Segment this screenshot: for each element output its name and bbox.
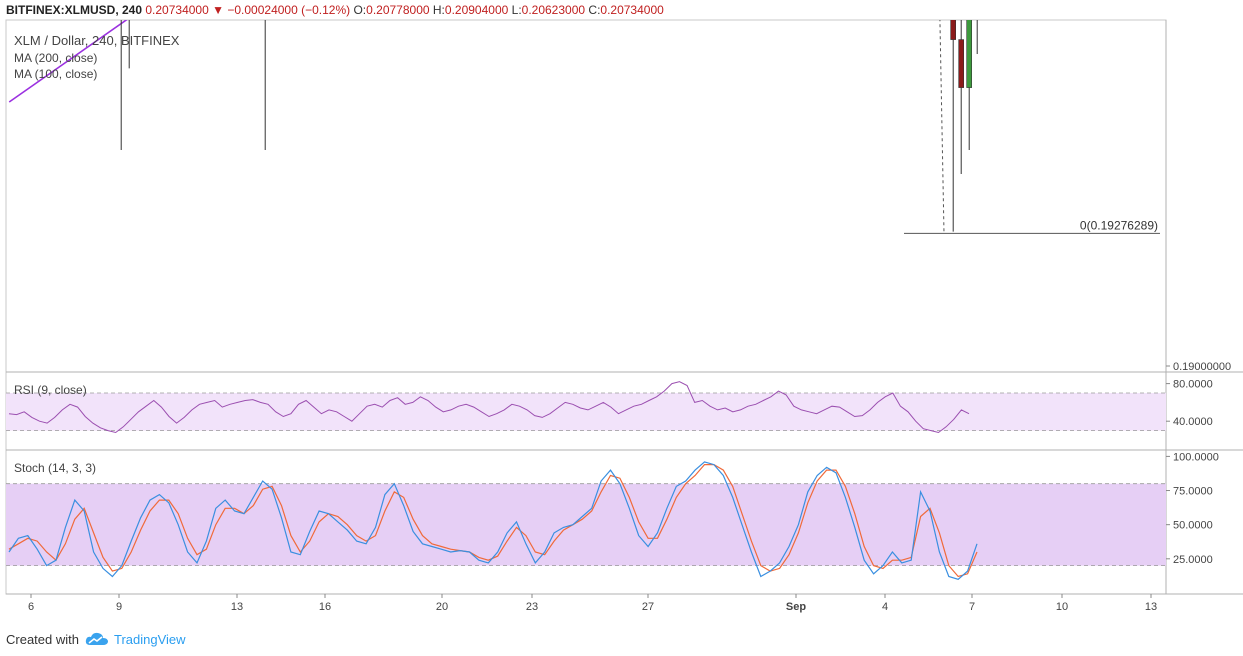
tradingview-cloud-icon xyxy=(85,632,108,645)
stoch-tick-label: 50.0000 xyxy=(1173,520,1213,532)
time-tick-label: 23 xyxy=(526,601,538,613)
high-label: H: xyxy=(432,3,445,17)
last-price: 0.20734000 xyxy=(145,3,209,17)
rsi-band xyxy=(6,393,1166,431)
rsi-tick-label: 80.0000 xyxy=(1173,379,1213,391)
ma200-legend[interactable]: MA (200, close) xyxy=(14,51,98,65)
candle-body xyxy=(958,39,965,88)
stoch-band xyxy=(6,483,1166,566)
price-tick-label: 0.19000000 xyxy=(1173,361,1231,373)
tradingview-brand: TradingView xyxy=(113,631,186,647)
symbol-label: BITFINEX:XLMUSD, 240 xyxy=(6,3,143,17)
stoch-tick-label: 25.0000 xyxy=(1173,554,1213,566)
time-tick-label: 16 xyxy=(319,601,331,613)
candle xyxy=(958,20,965,174)
time-tick-label: 10 xyxy=(1056,601,1068,613)
rsi-tick-label: 40.0000 xyxy=(1173,416,1213,428)
candle xyxy=(976,20,978,54)
stoch-tick-label: 75.0000 xyxy=(1173,486,1213,498)
ma100-legend[interactable]: MA (100, close) xyxy=(14,67,98,81)
low-label: L: xyxy=(511,3,522,17)
candle-body xyxy=(966,20,973,88)
created-with-label: Created with xyxy=(6,631,79,647)
high-value: 0.20904000 xyxy=(444,3,509,17)
candle xyxy=(950,20,957,232)
chart-title: XLM / Dollar, 240, BITFINEX xyxy=(14,33,180,48)
time-tick-label: 7 xyxy=(969,601,975,613)
candle xyxy=(966,20,973,150)
candle-body xyxy=(119,0,124,6)
candle-body xyxy=(950,20,957,40)
time-tick-label: 13 xyxy=(231,601,243,613)
change-arrow-icon: ▼ xyxy=(212,3,225,17)
fib-trend-dashed xyxy=(939,20,945,234)
candle-body xyxy=(127,0,132,6)
rsi-line xyxy=(8,381,970,434)
close-label: C: xyxy=(588,3,601,17)
close-value: 0.20734000 xyxy=(600,3,664,17)
time-tick-label: 6 xyxy=(28,601,34,613)
time-tick-label: 20 xyxy=(436,601,448,613)
time-tick-label: Sep xyxy=(786,601,806,613)
tradingview-link[interactable]: TradingView xyxy=(85,632,186,647)
stoch-legend[interactable]: Stoch (14, 3, 3) xyxy=(14,461,97,475)
stoch-tick-label: 100.0000 xyxy=(1173,451,1219,463)
open-value: 0.20778000 xyxy=(366,3,430,17)
price-pane xyxy=(8,0,1160,234)
candle xyxy=(264,20,266,150)
candle xyxy=(551,0,556,6)
time-tick-label: 9 xyxy=(116,601,122,613)
footer: Created with TradingView xyxy=(6,629,186,649)
price-change: −0.00024000 (−0.12%) xyxy=(227,3,351,17)
time-tick-label: 27 xyxy=(642,601,654,613)
stoch-k-line xyxy=(8,461,978,580)
time-tick-label: 13 xyxy=(1145,601,1157,613)
trendline-lower xyxy=(8,20,128,103)
low-value: 0.20623000 xyxy=(521,3,586,17)
time-tick-label: 4 xyxy=(882,601,888,613)
candle xyxy=(119,0,124,150)
rsi-legend[interactable]: RSI (9, close) xyxy=(14,383,87,397)
open-label: O: xyxy=(353,3,367,17)
fib-level-label: 0(0.19276289) xyxy=(1080,218,1158,232)
symbol-header: BITFINEX:XLMUSD, 240 0.20734000 ▼ −0.000… xyxy=(6,2,664,18)
